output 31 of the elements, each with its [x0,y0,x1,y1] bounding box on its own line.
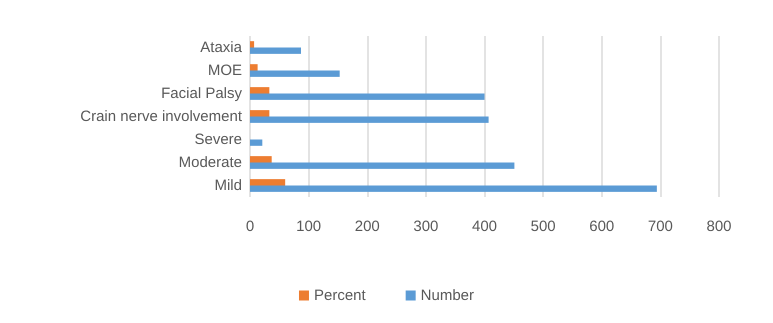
y-tick-label: Severe [194,131,242,148]
x-tick-label: 800 [706,218,732,235]
x-tick-label: 100 [296,218,322,235]
legend-label: Percent [314,287,367,304]
x-tick-label: 200 [354,218,380,235]
x-tick-label: 300 [413,218,438,235]
y-tick-label: MOE [208,62,242,79]
x-tick-label: 700 [648,218,673,235]
bar [250,179,286,186]
bar [250,41,254,48]
bar [250,87,270,94]
bar [250,162,514,169]
bar [250,186,657,192]
x-tick-label: 500 [530,218,556,235]
y-tick-label: Mild [214,177,242,194]
bar [250,110,270,116]
bar [250,140,262,146]
bar [250,94,484,100]
y-tick-label: Crain nerve involvement [80,108,243,125]
bar [250,64,258,70]
y-tick-label: Ataxia [200,39,243,56]
y-tick-label: Moderate [178,154,242,171]
x-tick-label: 600 [589,218,614,235]
bar [250,70,340,77]
x-tick-label: 400 [472,218,498,235]
x-tick-label: 0 [246,218,254,235]
legend-label: Number [420,287,474,304]
bar [250,156,272,162]
y-tick-label: Facial Palsy [161,85,242,102]
bar [250,116,489,123]
bar [250,48,302,54]
